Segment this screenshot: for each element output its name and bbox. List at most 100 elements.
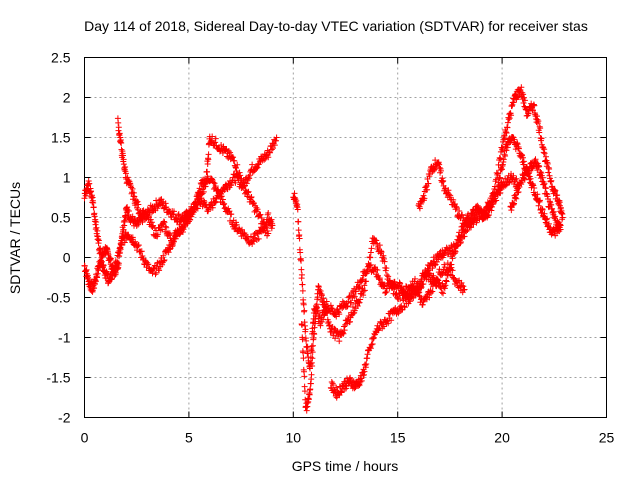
y-tick-label: 0 (63, 250, 71, 266)
data-point (90, 204, 97, 211)
data-point (519, 154, 526, 161)
data-point (377, 248, 384, 255)
data-point (336, 338, 343, 345)
data-point (363, 361, 370, 368)
data-point (518, 84, 525, 91)
data-point (238, 226, 245, 233)
data-point (200, 188, 207, 195)
data-point (520, 99, 527, 106)
data-point (548, 177, 555, 184)
data-point (497, 155, 504, 162)
data-point (248, 194, 255, 201)
data-point (541, 150, 548, 157)
data-point (453, 203, 460, 210)
chart-title: Day 114 of 2018, Sidereal Day-to-day VTE… (84, 18, 588, 34)
data-point (91, 285, 98, 292)
data-point (515, 189, 522, 196)
y-tick-label: -1.5 (46, 370, 70, 386)
data-point (356, 299, 363, 306)
data-point (354, 303, 361, 310)
data-point (430, 272, 437, 279)
data-point (231, 157, 238, 164)
data-point (351, 307, 358, 314)
data-point (512, 176, 519, 183)
data-point (119, 152, 126, 159)
data-point (262, 155, 269, 162)
data-point (135, 201, 142, 208)
data-point (521, 103, 528, 110)
data-point (200, 197, 207, 204)
data-point (373, 237, 380, 244)
data-point (421, 195, 428, 202)
data-point (412, 275, 419, 282)
data-point (115, 124, 122, 131)
data-point (466, 224, 473, 231)
data-point (461, 286, 468, 293)
data-point (386, 277, 393, 284)
data-point (175, 211, 182, 218)
data-point (374, 266, 381, 273)
data-point (339, 298, 346, 305)
data-point (538, 135, 545, 142)
data-point (300, 301, 307, 308)
data-point (351, 293, 358, 300)
data-point (451, 200, 458, 207)
y-tick-label: 2.5 (51, 50, 71, 66)
data-point (370, 334, 377, 341)
data-point (298, 266, 305, 273)
data-point (434, 276, 441, 283)
data-point (546, 165, 553, 172)
data-point (497, 174, 504, 181)
data-point (225, 148, 232, 155)
data-point (265, 210, 272, 217)
data-point (361, 282, 368, 289)
data-point (521, 94, 528, 101)
data-point (99, 253, 106, 260)
data-point (350, 310, 357, 317)
data-point (228, 211, 235, 218)
data-point (187, 216, 194, 223)
data-point (149, 270, 156, 277)
data-point (255, 235, 262, 242)
data-point (470, 217, 477, 224)
data-point (204, 161, 211, 168)
data-point (148, 219, 155, 226)
x-tick-labels: 0 5 10 15 20 25 (81, 430, 615, 446)
data-point (521, 97, 528, 104)
data-point (338, 389, 345, 396)
data-point (169, 239, 176, 246)
data-point (471, 215, 478, 222)
data-point (496, 154, 503, 161)
data-point (166, 246, 173, 253)
x-tick-label: 25 (599, 430, 615, 446)
data-point (474, 202, 481, 209)
data-point (230, 154, 237, 161)
data-point (432, 282, 439, 289)
data-point (487, 204, 494, 211)
data-point (227, 149, 234, 156)
data-point (220, 143, 227, 150)
data-point (269, 222, 276, 229)
data-point (441, 283, 448, 290)
data-point (539, 206, 546, 213)
data-point (366, 262, 373, 269)
data-point (134, 198, 141, 205)
data-point (401, 303, 408, 310)
x-tick-label: 15 (390, 430, 406, 446)
data-point (128, 184, 135, 191)
data-point (161, 219, 168, 226)
data-point (313, 301, 320, 308)
data-point (419, 301, 426, 308)
data-point (378, 249, 385, 256)
data-point (398, 302, 405, 309)
data-point (539, 174, 546, 181)
data-point (261, 156, 268, 163)
data-point (537, 169, 544, 176)
data-point (81, 263, 88, 270)
data-point (510, 172, 517, 179)
y-axis-label: SDTVAR / TECUs (7, 182, 23, 294)
data-point (303, 337, 310, 344)
data-point (114, 259, 121, 266)
data-point (309, 363, 316, 370)
data-point (302, 326, 309, 333)
